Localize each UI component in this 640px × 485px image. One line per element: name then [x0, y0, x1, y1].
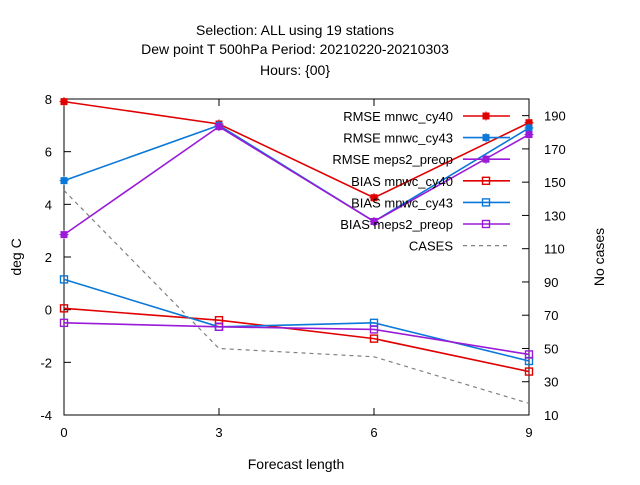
- y-tick-label: 2: [45, 250, 52, 265]
- y2-tick-label: 10: [544, 408, 558, 423]
- series-line-2: [63, 125, 530, 236]
- axis-ticks: 0 3 6 9 -4 -2 0 2 4 6 8 10 30 50 70 90 110 130 150 170 190: [40, 92, 565, 440]
- x-tick-label: 6: [370, 425, 377, 440]
- legend-label: BIAS mnwc_cy40: [351, 174, 453, 189]
- data-point-5: [369, 325, 379, 334]
- chart-title-line-2: Dew point T 500hPa Period: 20210220-2021…: [141, 41, 449, 57]
- y-axis-label: deg C: [8, 238, 24, 275]
- x-tick-label: 3: [215, 425, 222, 440]
- chart-title-line-1: Selection: ALL using 19 stations: [196, 22, 394, 38]
- plot-frame: [63, 98, 530, 416]
- legend-label: RMSE meps2_preop: [332, 152, 453, 167]
- y-tick-label: 6: [45, 145, 52, 160]
- series-line-3: [63, 307, 530, 373]
- y2-tick-label: 130: [544, 208, 566, 223]
- chart-title-line-3: Hours: {00}: [260, 62, 330, 78]
- legend-label: BIAS mnwc_cy43: [351, 195, 453, 210]
- data-point-5: [214, 322, 224, 331]
- y2-tick-label: 190: [544, 109, 566, 124]
- series-line-6: [63, 190, 530, 404]
- legend: RMSE mnwc_cy40 RMSE mnwc_cy43 RMSE meps2_p…: [332, 109, 510, 254]
- y-tick-label: 8: [45, 92, 52, 107]
- data-point-3: [59, 304, 69, 313]
- legend-marker: [481, 219, 491, 229]
- y-tick-label: -4: [40, 408, 52, 423]
- y2-tick-label: 150: [544, 175, 566, 190]
- y2-tick-label: 70: [544, 308, 558, 323]
- data-point-5: [59, 318, 69, 328]
- series-line-5: [63, 322, 530, 356]
- series-line-0: [63, 100, 530, 199]
- y-tick-label: 4: [45, 197, 52, 212]
- legend-marker: [481, 198, 491, 207]
- legend-label: RMSE mnwc_cy43: [343, 131, 453, 146]
- data-point-3: [369, 334, 379, 343]
- y2-axis-label: No cases: [591, 228, 607, 286]
- legend-label: RMSE mnwc_cy40: [343, 109, 453, 124]
- legend-label: CASES: [409, 239, 453, 254]
- series-line-4: [63, 278, 530, 362]
- y2-tick-label: 30: [544, 375, 558, 390]
- y-tick-label: -2: [40, 355, 52, 370]
- y2-tick-label: 170: [544, 142, 566, 157]
- y2-tick-label: 50: [544, 341, 558, 356]
- y-tick-label: 0: [45, 303, 52, 318]
- data-point-4: [59, 275, 69, 284]
- legend-marker: [481, 176, 491, 186]
- data-point-3: [524, 367, 534, 376]
- legend-label: BIAS meps2_preop: [340, 217, 453, 232]
- chart-title-group: Selection: ALL using 19 stations Dew poi…: [141, 22, 449, 78]
- y2-tick-label: 110: [544, 242, 565, 257]
- x-axis-label: Forecast length: [248, 456, 345, 472]
- y2-tick-label: 90: [544, 275, 558, 290]
- series-lines: [59, 97, 534, 404]
- x-tick-label: 0: [60, 425, 67, 440]
- data-point-5: [524, 350, 534, 359]
- x-tick-label: 9: [525, 425, 532, 440]
